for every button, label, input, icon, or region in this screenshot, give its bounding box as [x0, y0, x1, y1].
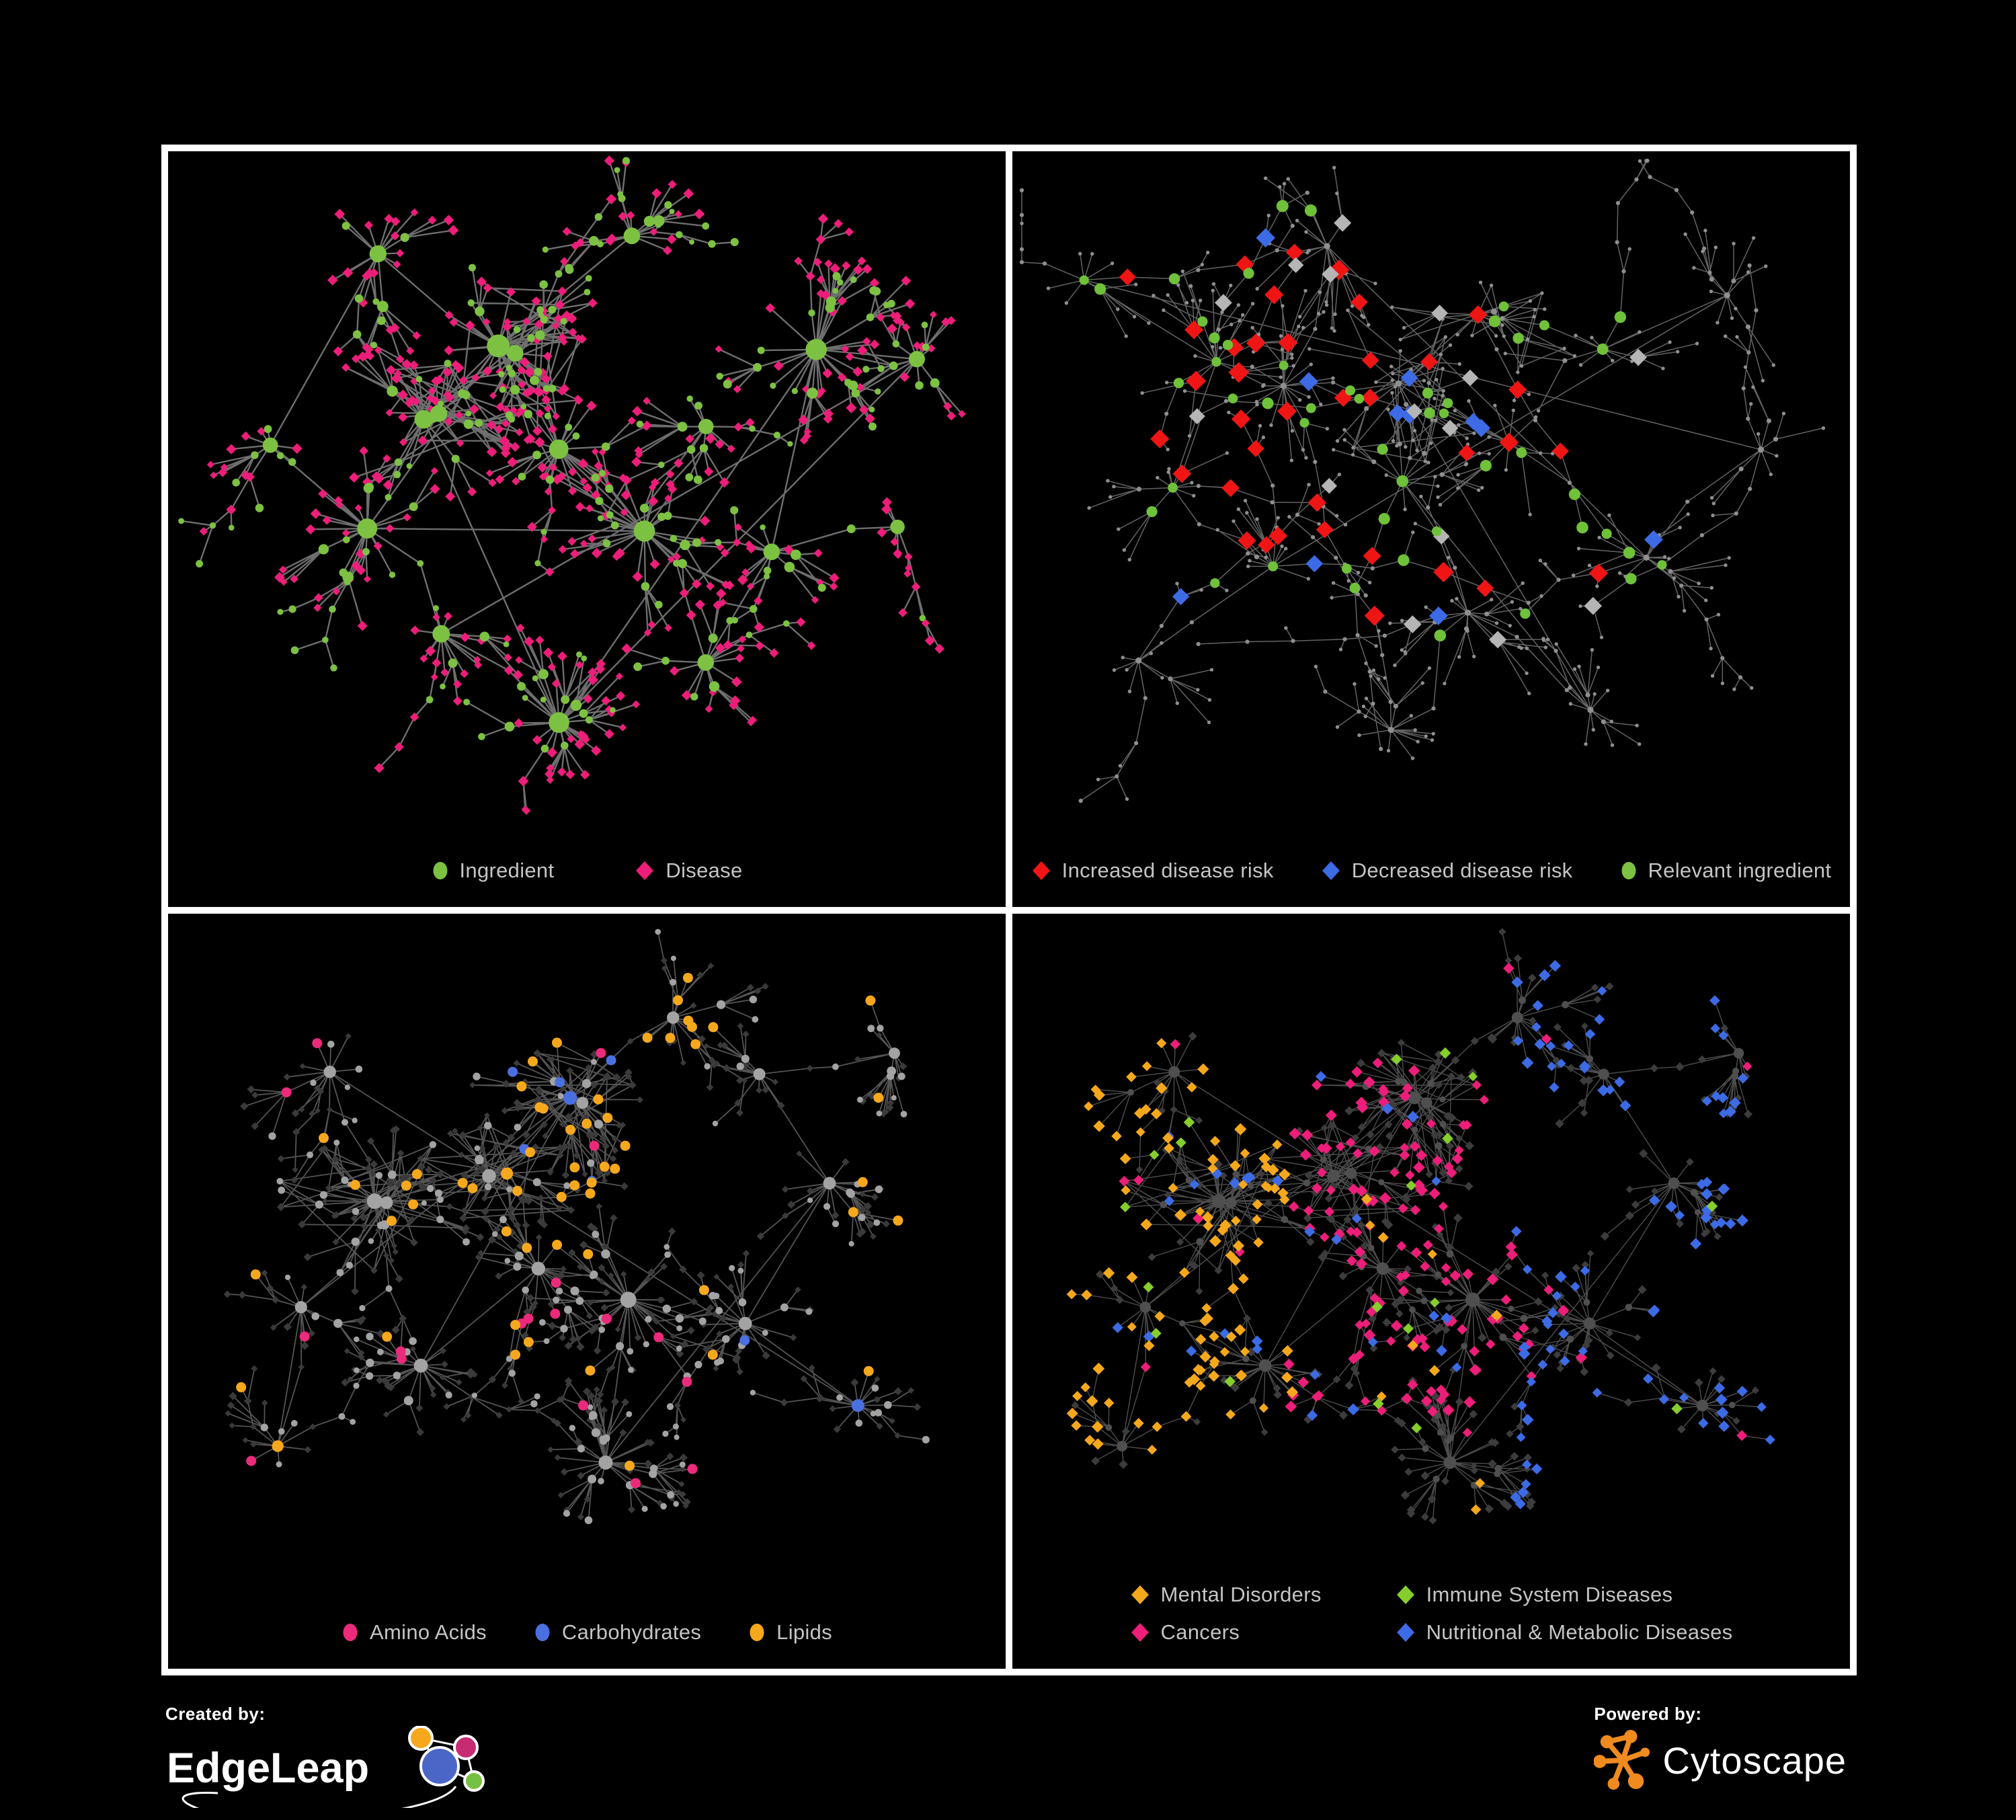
created-by-block: Created by: EdgeLeap — [165, 1704, 488, 1819]
legend-item-disease-risk-0: Increased disease risk — [1031, 859, 1274, 883]
legend-label: Ingredient — [459, 858, 555, 882]
legend-ingredient-classes: Amino Acids Carbohydrates Lipids — [168, 1620, 1006, 1645]
legend-label: Decreased disease risk — [1351, 858, 1573, 882]
legend-marker-circle — [535, 1624, 550, 1641]
legend-marker-diamond — [1131, 1585, 1149, 1604]
network-canvas-ingredient-classes — [223, 928, 930, 1524]
created-by-label: Created by: — [165, 1704, 266, 1724]
powered-by-row: Cytoscape — [1594, 1727, 1847, 1793]
legend-label: Disease — [666, 858, 743, 882]
legend-ingredient-disease: Ingredient Disease — [168, 859, 1006, 883]
legend-marker-diamond — [1396, 1623, 1414, 1642]
graph-nodes-layer-0 — [199, 155, 966, 815]
graph-edges — [227, 931, 927, 1521]
panel-ingredient-disease: Ingredient Disease — [168, 151, 1006, 907]
graph-nodes-layer-2 — [1066, 959, 1775, 1515]
legend-item-ingredient-disease-0: Ingredient — [432, 859, 555, 883]
legend-label: Mental Disorders — [1160, 1583, 1322, 1606]
legend-disease-classes: Mental Disorders Cancers Immune System Dis… — [1012, 1583, 1850, 1645]
panel-grid: Ingredient Disease Increased disease risk… — [161, 145, 1857, 1675]
legend-item-ingredient-classes-0: Amino Acids — [341, 1620, 487, 1645]
graph-nodes-layer-1 — [178, 157, 940, 753]
legend-marker-diamond — [636, 861, 654, 880]
legend-label: Relevant ingredient — [1648, 858, 1832, 882]
graph-nodes-layer-1 — [260, 928, 930, 1524]
powered-by-block: Powered by: — [1594, 1704, 1847, 1793]
graph-edges — [1021, 160, 1824, 801]
graph-edges — [1071, 931, 1771, 1521]
edgeleap-logo: EdgeLeap — [167, 1725, 485, 1819]
panel-ingredient-classes: Amino Acids Carbohydrates Lipids — [168, 913, 1006, 1669]
network-canvas-ingredient-disease — [178, 155, 966, 815]
legend-label: Increased disease risk — [1061, 858, 1274, 882]
legend-marker-diamond — [1131, 1623, 1149, 1642]
cytoscape-wordmark: Cytoscape — [1662, 1739, 1847, 1782]
legend-item-ingredient-classes-2: Lipids — [748, 1620, 832, 1645]
graph-nodes-layer-2 — [236, 972, 903, 1488]
legend-label: Amino Acids — [370, 1620, 487, 1644]
legend-marker-circle — [343, 1624, 358, 1641]
legend-marker-circle — [1621, 861, 1636, 879]
legend-disease-risk: Increased disease risk Decreased disease … — [1012, 859, 1850, 883]
legend-item-disease-risk-1: Decreased disease risk — [1321, 859, 1573, 883]
legend-marker-diamond — [1322, 861, 1340, 880]
legend-item-ingredient-classes-1: Carbohydrates — [534, 1620, 701, 1645]
edgeleap-wordmark: EdgeLeap — [167, 1745, 369, 1792]
legend-label: Carbohydrates — [561, 1620, 702, 1644]
legend-label: Nutritional & Metabolic Diseases — [1426, 1620, 1733, 1644]
legend-item-disease-classes-0: Mental Disorders — [1130, 1583, 1322, 1607]
legend-marker-circle — [433, 861, 447, 879]
legend-marker-diamond — [1396, 1585, 1414, 1604]
panel-disease-risk: Increased disease risk Decreased disease … — [1012, 151, 1850, 907]
legend-label: Immune System Diseases — [1426, 1583, 1673, 1606]
legend-item-disease-classes-1: Cancers — [1130, 1620, 1322, 1645]
powered-by-label: Powered by: — [1594, 1704, 1702, 1724]
legend-marker-diamond — [1032, 861, 1050, 880]
network-canvas-disease-classes — [1066, 927, 1775, 1524]
legend-label: Cancers — [1160, 1620, 1240, 1644]
graph-edges — [180, 159, 963, 812]
legend-label: Lipids — [776, 1620, 832, 1644]
graph-nodes-layer-0 — [1071, 927, 1759, 1524]
network-canvas-disease-risk — [1019, 158, 1826, 803]
legend-item-disease-classes-3: Nutritional & Metabolic Diseases — [1396, 1620, 1733, 1645]
cytoscape-logo-icon — [1594, 1730, 1650, 1790]
legend-item-disease-classes-2: Immune System Diseases — [1396, 1583, 1733, 1607]
graph-nodes-layer-1 — [1105, 996, 1744, 1489]
legend-item-ingredient-disease-1: Disease — [635, 859, 742, 883]
legend-item-disease-risk-2: Relevant ingredient — [1620, 859, 1832, 883]
edgeleap-glyph-nodes — [408, 1725, 485, 1792]
graph-nodes-layer-0 — [223, 957, 922, 1520]
legend-marker-circle — [750, 1624, 764, 1641]
graph-nodes-layer-2 — [1079, 200, 1667, 649]
panel-disease-classes: Mental Disorders Cancers Immune System Dis… — [1012, 913, 1850, 1669]
